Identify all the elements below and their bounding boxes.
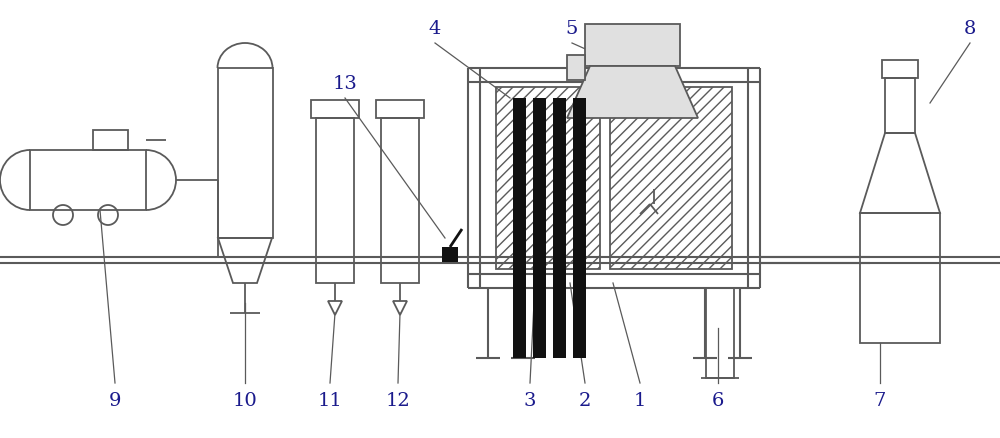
- Bar: [218, 69, 273, 238]
- Bar: [93, 131, 128, 151]
- Bar: [533, 99, 546, 358]
- Text: 12: 12: [386, 391, 410, 409]
- Bar: [513, 99, 526, 358]
- Bar: [860, 213, 940, 343]
- Text: 7: 7: [874, 391, 886, 409]
- Bar: [381, 119, 419, 283]
- Bar: [885, 79, 915, 134]
- Text: 13: 13: [333, 75, 357, 93]
- Bar: [553, 99, 566, 358]
- Text: 5: 5: [566, 20, 578, 38]
- Text: 11: 11: [318, 391, 342, 409]
- Bar: [442, 247, 458, 262]
- Text: 8: 8: [964, 20, 976, 38]
- Bar: [30, 151, 146, 211]
- Text: 9: 9: [109, 391, 121, 409]
- Text: 10: 10: [233, 391, 257, 409]
- Bar: [882, 61, 918, 79]
- Bar: [610, 88, 732, 269]
- Text: 6: 6: [712, 391, 724, 409]
- Polygon shape: [567, 67, 698, 119]
- Bar: [311, 101, 359, 119]
- Text: 3: 3: [524, 391, 536, 409]
- Bar: [567, 56, 585, 81]
- Text: 4: 4: [429, 20, 441, 38]
- Bar: [316, 119, 354, 283]
- Bar: [585, 25, 680, 67]
- Bar: [496, 88, 600, 269]
- Bar: [573, 99, 586, 358]
- Text: 1: 1: [634, 391, 646, 409]
- Bar: [376, 101, 424, 119]
- Text: 2: 2: [579, 391, 591, 409]
- Bar: [706, 288, 734, 378]
